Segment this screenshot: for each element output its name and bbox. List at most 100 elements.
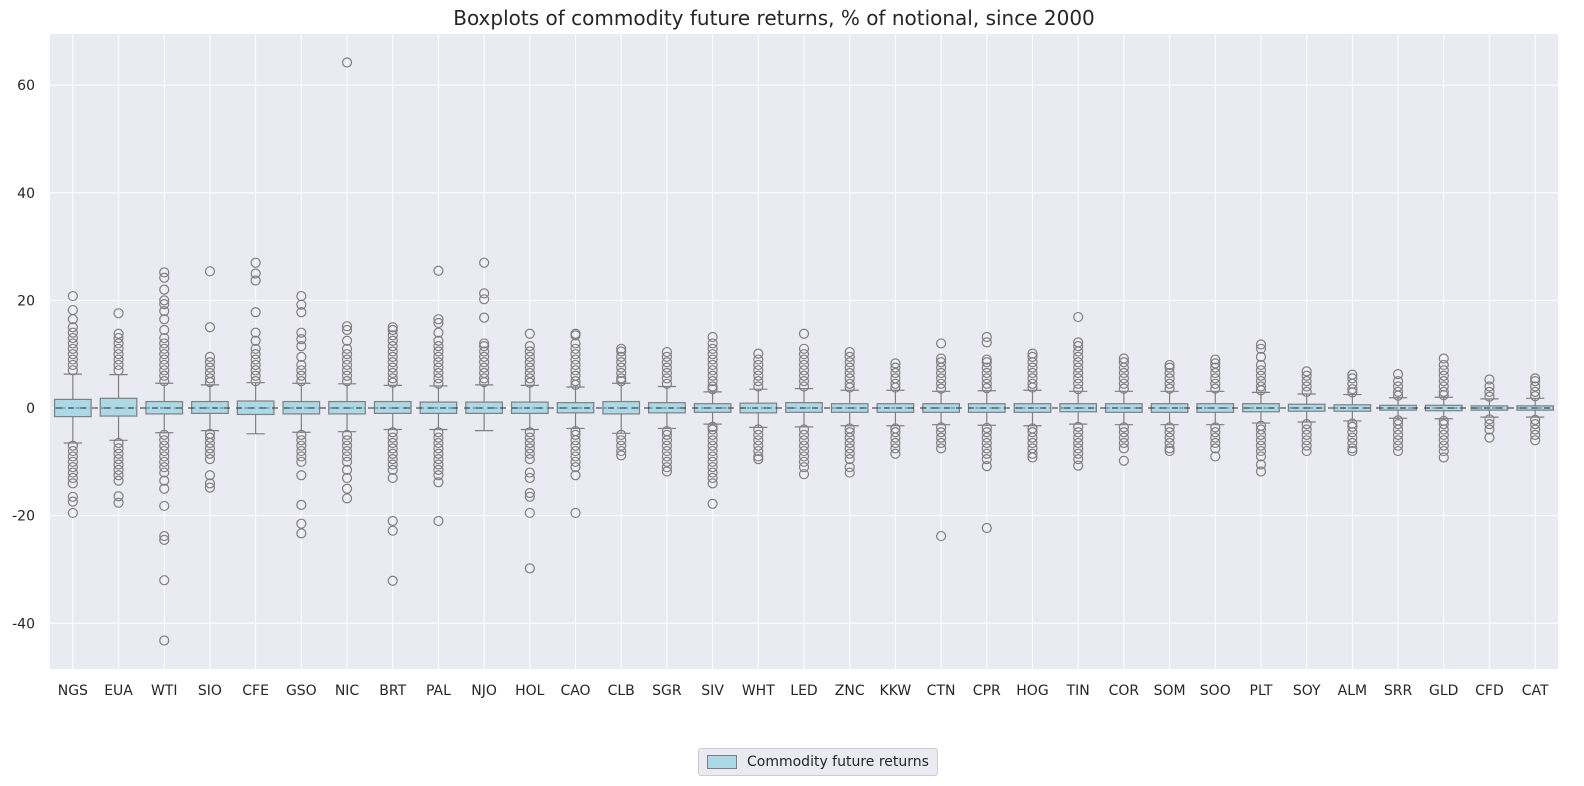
y-tick-label: 60 <box>17 78 35 94</box>
outlier-point <box>524 346 535 357</box>
outlier-point <box>1301 445 1312 457</box>
outlier-point <box>981 331 992 343</box>
outlier-point <box>798 381 810 392</box>
legend: Commodity future returns <box>698 748 938 776</box>
outlier-point <box>1347 421 1358 432</box>
outlier-point <box>753 451 764 462</box>
outlier-point <box>1255 424 1267 435</box>
outlier-point <box>204 478 216 489</box>
outlier-point <box>341 324 353 336</box>
outlier-point <box>844 378 855 389</box>
outlier-point <box>159 635 170 646</box>
outlier-point <box>524 362 535 373</box>
outlier-point <box>1255 381 1267 392</box>
outlier-point <box>707 445 718 457</box>
outlier-point <box>1301 375 1312 387</box>
outlier-point <box>1392 419 1404 430</box>
outlier-point <box>707 381 718 392</box>
outlier-point <box>67 451 78 462</box>
outlier-point <box>1392 381 1404 392</box>
outlier-point <box>616 375 627 387</box>
outlier-point <box>1164 443 1175 454</box>
outlier-point <box>159 445 170 457</box>
outlier-point <box>890 432 901 443</box>
outlier-point <box>798 440 810 451</box>
box-sgr <box>648 346 686 477</box>
outlier-point <box>296 370 307 381</box>
outlier-point <box>661 373 673 384</box>
outlier-point <box>661 357 673 368</box>
outlier-point <box>1255 440 1267 451</box>
outlier-point <box>798 456 810 467</box>
outlier-point <box>1164 445 1175 457</box>
outlier-point <box>707 467 718 478</box>
outlier-point <box>1484 381 1495 392</box>
outlier-point <box>1392 369 1404 380</box>
outlier-point <box>1530 375 1541 387</box>
box-brt <box>373 322 412 586</box>
outlier-point <box>981 427 992 438</box>
outlier-point <box>67 467 78 478</box>
outlier-point <box>844 427 855 438</box>
outlier-point <box>159 534 170 545</box>
outlier-point <box>1301 419 1312 430</box>
outlier-point <box>753 424 764 435</box>
x-tick-label: CLB <box>608 683 635 699</box>
outlier-point <box>798 469 810 480</box>
outlier-point <box>159 295 170 306</box>
outlier-point <box>387 464 398 475</box>
outlier-point <box>113 454 124 465</box>
outlier-point <box>1301 381 1312 392</box>
outlier-point <box>844 448 855 459</box>
outlier-point <box>1164 432 1175 443</box>
outlier-point <box>159 462 170 473</box>
y-tick-label: 40 <box>17 186 35 202</box>
outlier-point <box>707 375 718 387</box>
outlier-point <box>1210 362 1221 373</box>
outlier-point <box>159 354 170 365</box>
x-tick-label: PLT <box>1250 683 1273 699</box>
outlier-point <box>661 346 673 358</box>
outlier-point <box>1164 359 1175 371</box>
box-wht <box>739 348 778 465</box>
outlier-point <box>1210 383 1221 394</box>
x-tick-label: BRT <box>379 683 406 699</box>
outlier-point <box>387 427 398 438</box>
outlier-point <box>159 324 170 336</box>
outlier-point <box>433 378 444 389</box>
outlier-point <box>1438 429 1449 441</box>
outlier-point <box>296 456 307 467</box>
outlier-point <box>250 349 261 360</box>
outlier-point <box>981 378 992 389</box>
outlier-point <box>387 459 398 470</box>
outlier-point <box>387 373 398 384</box>
outlier-point <box>113 459 124 470</box>
outlier-point <box>296 518 307 529</box>
outlier-point <box>433 341 444 352</box>
outlier-point <box>798 451 810 462</box>
outlier-point <box>67 472 78 484</box>
outlier-point <box>981 437 992 449</box>
outlier-point <box>387 432 398 443</box>
outlier-point <box>433 448 444 459</box>
outlier-point <box>1255 451 1267 462</box>
outlier-point <box>981 373 992 384</box>
outlier-point <box>433 464 444 475</box>
outlier-point <box>250 365 261 376</box>
outlier-point <box>981 454 992 465</box>
outlier-point <box>1073 337 1084 348</box>
outlier-point <box>661 367 673 379</box>
outlier-point <box>296 375 307 387</box>
outlier-point <box>570 470 581 481</box>
outlier-point <box>1530 435 1541 446</box>
outlier-point <box>341 359 353 371</box>
outlier-point <box>1027 427 1038 438</box>
outlier-point <box>1118 437 1129 449</box>
outlier-point <box>570 349 581 360</box>
outlier-point <box>204 373 216 384</box>
outlier-point <box>935 367 947 379</box>
outlier-point <box>616 343 627 354</box>
outlier-point <box>524 491 535 502</box>
outlier-point <box>616 373 627 384</box>
outlier-point <box>1255 459 1267 470</box>
